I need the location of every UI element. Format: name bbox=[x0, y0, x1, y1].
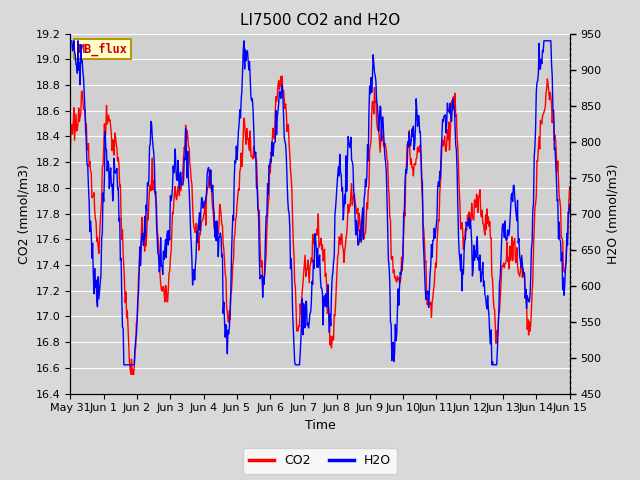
Text: MB_flux: MB_flux bbox=[78, 43, 128, 56]
Y-axis label: CO2 (mmol/m3): CO2 (mmol/m3) bbox=[17, 164, 30, 264]
X-axis label: Time: Time bbox=[305, 419, 335, 432]
Title: LI7500 CO2 and H2O: LI7500 CO2 and H2O bbox=[240, 13, 400, 28]
Y-axis label: H2O (mmol/m3): H2O (mmol/m3) bbox=[607, 163, 620, 264]
Legend: CO2, H2O: CO2, H2O bbox=[243, 448, 397, 474]
